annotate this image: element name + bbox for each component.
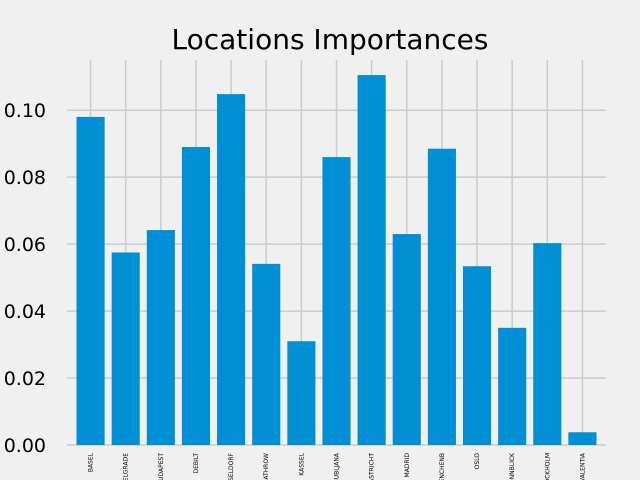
x-tick-label: MUENCHENB: [439, 453, 446, 480]
bar: [392, 234, 421, 445]
y-tick-label: 0.00: [4, 435, 46, 457]
x-tick-label: BASEL: [88, 452, 95, 472]
bar: [252, 263, 281, 445]
bar: [498, 327, 527, 445]
x-tick-label: HEATHROW: [263, 453, 270, 480]
x-tick-label: BELGRADE: [123, 453, 130, 480]
bar: [111, 252, 140, 445]
x-tick-label: LJUBLJANA: [334, 452, 341, 480]
chart-title: Locations Importances: [172, 23, 489, 56]
x-tick-label: DEBILT: [193, 453, 200, 474]
bar: [322, 157, 351, 445]
x-tick-label: VALENTIA: [579, 452, 586, 480]
bar: [357, 75, 386, 445]
bar: [287, 341, 316, 445]
y-tick-label: 0.04: [4, 301, 46, 323]
bar: [146, 230, 175, 445]
x-tick-label: KASSEL: [298, 452, 305, 475]
y-tick-label: 0.10: [4, 100, 46, 122]
x-tick-label: SONNBLICK: [509, 452, 516, 480]
bar: [462, 266, 492, 445]
bar: [181, 147, 211, 446]
bar: [217, 94, 246, 445]
bar: [568, 432, 597, 445]
bars: [76, 75, 597, 446]
x-tick-label: MADRID: [404, 453, 411, 478]
x-tick-label: STOCKHOLM: [544, 453, 551, 480]
y-tick-label: 0.02: [4, 368, 46, 390]
y-tick-label: 0.08: [4, 167, 46, 189]
x-tick-label: BUDAPEST: [158, 453, 165, 480]
bar: [427, 148, 456, 445]
y-tick-label: 0.06: [4, 234, 46, 256]
x-axis-ticks: BASEL BELGRADE BUDAPEST DEBILT DUSSELDORF HEA…: [88, 452, 587, 480]
bar: [533, 243, 562, 445]
y-axis-ticks: 0.00 0.02 0.04 0.06 0.08 0.10: [4, 100, 46, 457]
x-tick-label: DUSSELDORF: [228, 452, 235, 480]
x-tick-label: OSLO: [474, 453, 481, 470]
x-tick-label: MAASTRICHT: [369, 453, 376, 480]
bar: [76, 116, 105, 446]
